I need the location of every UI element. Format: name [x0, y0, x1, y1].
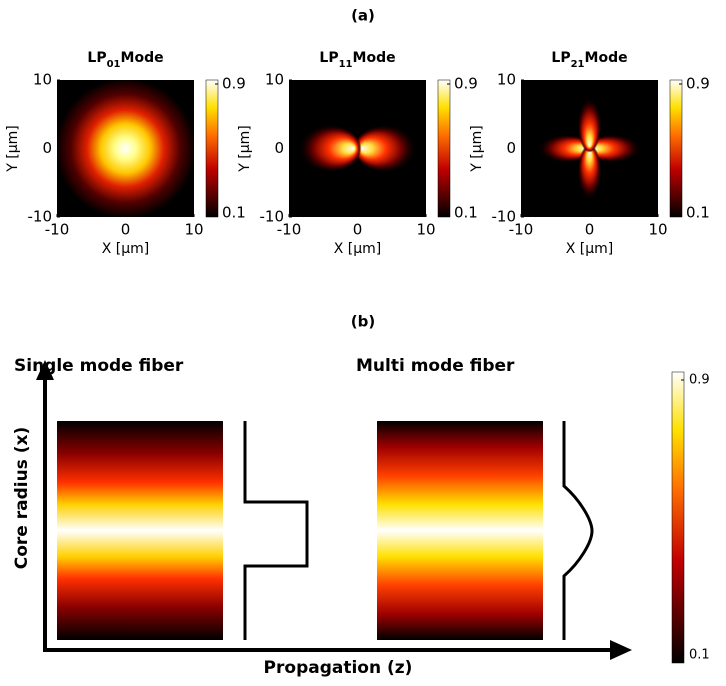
colorbar-tick-label: 0.9 — [222, 75, 246, 93]
y-tick-label: 10 — [497, 71, 516, 89]
colorbar-tick-label: 0.9 — [686, 75, 710, 93]
title-part: Mode — [585, 50, 628, 66]
single-mode-title: Single mode fiber — [14, 356, 184, 376]
y-axis-label: Core radius (x) — [12, 427, 32, 569]
y-arrowhead — [36, 360, 54, 380]
x-tick-label: 10 — [416, 221, 435, 239]
mode-field — [57, 80, 194, 217]
y-tick-label: -10 — [28, 208, 53, 226]
x-tick-label: -10 — [45, 221, 70, 239]
colorbar — [437, 79, 451, 218]
y-tick-label: 0 — [506, 139, 516, 157]
x-axis-label: X [μm] — [566, 241, 614, 257]
y-axis-label: Y [μm] — [469, 125, 485, 172]
x-tick-label: -10 — [277, 221, 302, 239]
subplot: LP21Mode -10 0 10 -10 0 10 X [μm] Y [μm] 0.1 0.9 — [469, 50, 710, 257]
multi-mode-title: Multi mode fiber — [356, 356, 515, 376]
lobe — [577, 144, 602, 201]
multi-mode-field — [377, 421, 543, 640]
y-tick-label: 0 — [42, 139, 52, 157]
x-axis-label: X [μm] — [334, 241, 382, 257]
x-tick-label: 0 — [585, 221, 595, 239]
title-part: Mode — [353, 50, 396, 66]
x-tick-label: 0 — [353, 221, 363, 239]
y-tick-label: 0 — [274, 139, 284, 157]
single-mode-field — [57, 421, 223, 640]
graded-index-profile — [562, 421, 594, 640]
mode-image — [521, 80, 658, 217]
x-axis-label: X [μm] — [102, 241, 150, 257]
colorbar-tick-label: 0.1 — [222, 204, 246, 222]
title-part: 21 — [571, 59, 585, 70]
subplot: LP11Mode -10 0 10 -10 0 10 X [μm] Y [μm] 0.1 0.9 — [237, 50, 478, 257]
mode-image — [57, 80, 194, 217]
y-axis-label: Y [μm] — [237, 125, 253, 172]
title-part: LP — [319, 50, 338, 66]
subplot-title: LP01Mode — [87, 50, 163, 70]
title-part: LP — [551, 50, 570, 66]
colorbar-tick-label: 0.1 — [689, 648, 710, 663]
x-arrowhead — [610, 640, 632, 660]
lobe — [585, 134, 642, 163]
y-axis-label: Y [μm] — [5, 125, 21, 172]
colorbar-tick-label: 0.1 — [686, 204, 710, 222]
y-tick-label: -10 — [492, 208, 517, 226]
lobe — [537, 134, 594, 163]
lobe — [297, 124, 362, 173]
subplot-title: LP11Mode — [319, 50, 395, 70]
title-part: Mode — [121, 50, 164, 66]
x-tick-label: -10 — [509, 221, 534, 239]
subplot-title: LP21Mode — [551, 50, 627, 70]
x-tick-label: 0 — [121, 221, 131, 239]
colorbar-tick-label: 0.9 — [689, 373, 710, 388]
panel-label: (a) — [351, 7, 375, 25]
y-tick-label: 10 — [33, 71, 52, 89]
y-tick-label: 10 — [265, 71, 284, 89]
lobe — [577, 96, 602, 153]
x-tick-label: 10 — [184, 221, 203, 239]
step-index-profile — [243, 421, 309, 640]
colorbar — [671, 371, 685, 664]
mode-image — [289, 80, 426, 217]
lobe — [353, 124, 418, 173]
title-part: 11 — [339, 59, 353, 70]
title-part: LP — [87, 50, 106, 66]
colorbar — [205, 79, 219, 218]
colorbar-tick-label: 0.9 — [454, 75, 478, 93]
panel-label: (b) — [351, 313, 375, 331]
x-axis-label: Propagation (z) — [264, 658, 413, 678]
y-tick-label: -10 — [260, 208, 285, 226]
colorbar — [669, 79, 683, 218]
x-tick-label: 10 — [648, 221, 667, 239]
title-part: 01 — [107, 59, 121, 70]
colorbar-tick-label: 0.1 — [454, 204, 478, 222]
